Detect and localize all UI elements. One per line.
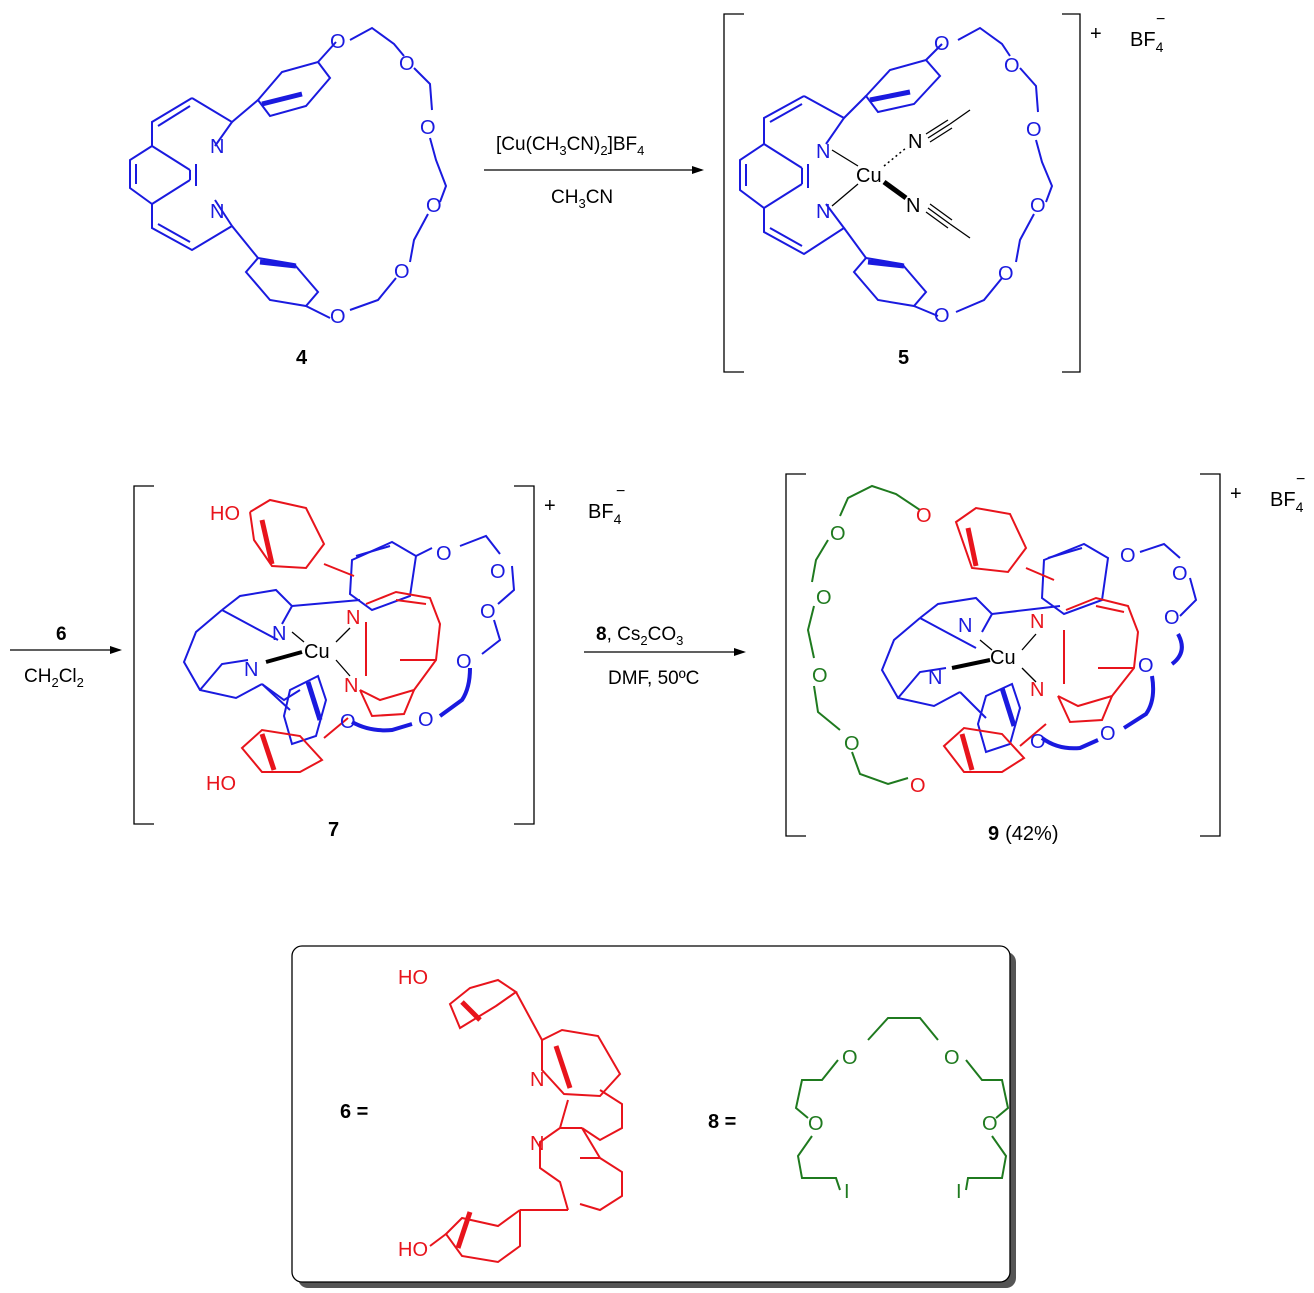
atom-n-label: N	[244, 659, 258, 681]
atom-ho-label: HO	[206, 773, 236, 795]
compound-9-blue-ligand	[882, 544, 1196, 752]
counterion: BF4	[1270, 489, 1304, 515]
atom-n-label: N	[816, 141, 830, 163]
atom-i-label: I	[956, 1181, 962, 1203]
atom-o-label: O	[1030, 195, 1046, 217]
atom-o-label: O	[982, 1113, 998, 1135]
atom-o-label: O	[916, 505, 932, 527]
atom-o-label: O	[340, 711, 356, 733]
atom-n-label: N	[210, 136, 224, 158]
atom-o-label: O	[944, 1047, 960, 1069]
atom-o-label: O	[1120, 545, 1136, 567]
atom-o-label: O	[998, 263, 1014, 285]
atom-o-label: O	[1164, 607, 1180, 629]
atom-cu-label: Cu	[304, 641, 330, 663]
atom-o-label: O	[844, 733, 860, 755]
compound-9-green-chain	[808, 486, 920, 784]
arrow2-solvent: CH2Cl2	[24, 666, 84, 690]
compound-4-number: 4	[296, 347, 308, 369]
atom-n-label: N	[816, 201, 830, 223]
atom-o-label: O	[1030, 731, 1046, 753]
arrow1-reagent: [Cu(CH3CN)2]BF4	[496, 134, 644, 158]
atom-n-label: N	[344, 675, 358, 697]
atom-o-label: O	[1026, 119, 1042, 141]
atom-n-label: N	[1030, 611, 1044, 633]
compound-9-label: 9 (42%)	[988, 823, 1058, 845]
minus-charge: −	[1156, 11, 1165, 28]
atom-o-label: O	[1004, 55, 1020, 77]
arrow2-reagent: 6	[56, 624, 67, 645]
reaction-arrow-3	[584, 648, 746, 656]
atom-o-label: O	[420, 117, 436, 139]
legend-eq-8: 8 =	[708, 1111, 736, 1133]
atom-o-label: O	[910, 775, 926, 797]
atom-n-label: N	[958, 615, 972, 637]
plus-charge: +	[1230, 483, 1242, 505]
atom-o-label: O	[842, 1047, 858, 1069]
atom-n-label: N	[530, 1133, 544, 1155]
atom-o-label: O	[934, 33, 950, 55]
atom-o-label: O	[808, 1113, 824, 1135]
atom-o-label: O	[456, 651, 472, 673]
atom-o-label: O	[436, 543, 452, 565]
atom-i-label: I	[844, 1181, 850, 1203]
minus-charge: −	[1296, 471, 1305, 488]
atom-o-label: O	[399, 53, 415, 75]
atom-n-label: N	[908, 131, 922, 153]
atom-cu-label: Cu	[856, 165, 882, 187]
compound-5-cu-center	[832, 110, 970, 238]
arrow3-conditions: DMF, 50ºC	[608, 668, 699, 689]
atom-n-label: N	[346, 607, 360, 629]
legend-box	[292, 946, 1016, 1288]
plus-charge: +	[1090, 23, 1102, 45]
atom-o-label: O	[490, 561, 506, 583]
compound-5-atom-labels: N N Cu N N O O O O O O	[816, 33, 1046, 327]
atom-o-label: O	[1100, 723, 1116, 745]
arrow3-reagent: 8, Cs2CO3	[596, 624, 683, 648]
atom-o-label: O	[934, 305, 950, 327]
reaction-arrow-1	[484, 166, 704, 174]
minus-charge: −	[616, 483, 625, 500]
atom-o-label: O	[418, 709, 434, 731]
atom-n-label: N	[906, 195, 920, 217]
plus-charge: +	[544, 495, 556, 517]
atom-o-label: O	[394, 261, 410, 283]
atom-o-label: O	[330, 31, 346, 53]
atom-o-label: O	[330, 306, 346, 328]
atom-o-label: O	[426, 195, 442, 217]
compound-5-charge: + BF4 −	[1090, 11, 1165, 55]
atom-ho-label: HO	[398, 967, 428, 989]
atom-o-label: O	[830, 523, 846, 545]
atom-ho-label: HO	[398, 1239, 428, 1261]
counterion: BF4	[588, 501, 622, 527]
compound-7-number: 7	[328, 819, 339, 841]
atom-n-label: N	[272, 623, 286, 645]
counterion: BF4	[1130, 29, 1164, 55]
compound-9-atom-labels: O O O O O O N N Cu N N O O O O O O	[812, 505, 1188, 797]
atom-cu-label: Cu	[990, 647, 1016, 669]
legend-eq-6: 6 =	[340, 1101, 368, 1123]
atom-n-label: N	[530, 1069, 544, 1091]
atom-o-label: O	[1138, 655, 1154, 677]
compound-4-atom-labels: N N O O O O O O	[210, 31, 442, 328]
atom-o-label: O	[816, 587, 832, 609]
compound-5-number: 5	[898, 347, 909, 369]
atom-ho-label: HO	[210, 503, 240, 525]
atom-o-label: O	[480, 601, 496, 623]
atom-n-label: N	[210, 201, 224, 223]
compound-7-charge: + BF4 −	[544, 483, 625, 527]
atom-n-label: N	[1030, 679, 1044, 701]
arrow1-solvent: CH3CN	[551, 187, 613, 211]
atom-o-label: O	[812, 665, 828, 687]
atom-n-label: N	[928, 667, 942, 689]
atom-o-label: O	[1172, 563, 1188, 585]
compound-7-brackets	[134, 486, 534, 824]
reaction-arrow-2	[10, 646, 122, 654]
compound-9-charge: + BF4 −	[1230, 471, 1305, 515]
